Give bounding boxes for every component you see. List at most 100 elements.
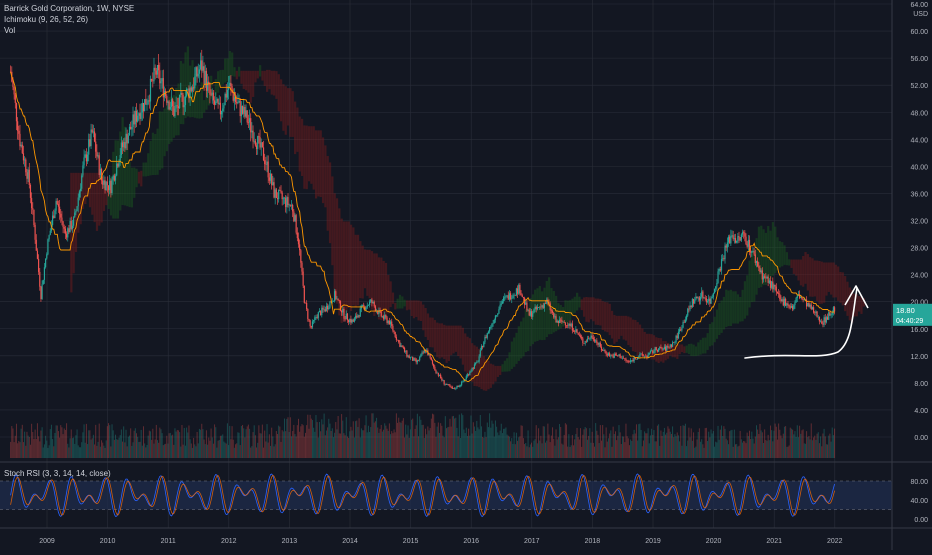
volume-bar	[620, 444, 622, 458]
ichimoku-cloud-segment	[690, 343, 693, 356]
candle-body	[77, 197, 79, 207]
candle-body	[593, 339, 596, 342]
candle-body	[243, 106, 245, 114]
volume-bar	[56, 425, 58, 458]
volume-bar	[716, 442, 718, 458]
candle-body	[318, 310, 321, 313]
annotation-arrowhead[interactable]	[844, 285, 869, 309]
candle-body	[395, 337, 397, 340]
volume-bar	[362, 430, 364, 458]
ichimoku-cloud-segment	[615, 315, 618, 342]
volume-bar	[138, 442, 140, 458]
ichimoku-cloud-segment	[387, 274, 390, 314]
candle-body	[807, 303, 809, 307]
volume-bar	[444, 416, 446, 458]
volume-bar	[588, 435, 590, 458]
volume-bar	[485, 437, 487, 458]
volume-bar	[260, 433, 262, 458]
ichimoku-cloud-segment	[424, 307, 427, 337]
candle-body	[645, 355, 647, 357]
volume-bar	[540, 435, 542, 458]
symbol-title[interactable]: Barrick Gold Corporation, 1W, NYSE	[4, 4, 135, 13]
candle-body	[483, 342, 485, 348]
volume-bar	[517, 440, 519, 458]
volume-legend[interactable]: Vol	[4, 26, 16, 35]
candle-body	[146, 104, 148, 105]
ichimoku-cloud-segment	[135, 168, 138, 188]
volume-bar	[249, 428, 251, 458]
volume-bar	[803, 443, 805, 458]
volume-bar	[416, 413, 418, 458]
volume-bar	[95, 424, 97, 458]
volume-bar	[637, 440, 639, 458]
volume-bar	[733, 429, 735, 458]
candle-body	[724, 245, 726, 260]
volume-bar	[597, 434, 599, 458]
volume-bar	[813, 437, 815, 458]
volume-bar	[59, 437, 61, 458]
candle-body	[822, 323, 824, 325]
ichimoku-legend[interactable]: Ichimoku (9, 26, 52, 26)	[4, 15, 89, 24]
candle-body	[540, 306, 542, 308]
volume-bar	[574, 439, 576, 458]
ichimoku-cloud-segment	[242, 70, 245, 89]
volume-bar	[335, 422, 337, 458]
volume-bar	[479, 414, 481, 458]
volume-bar	[655, 441, 657, 458]
candle-body	[683, 321, 685, 323]
volume-bar	[366, 432, 368, 458]
candle-body	[33, 209, 35, 226]
candle-body	[667, 345, 669, 347]
volume-bar	[18, 440, 20, 458]
volume-bar	[775, 426, 777, 458]
volume-bar	[211, 437, 213, 458]
candle-body	[794, 302, 796, 306]
volume-bar	[55, 425, 57, 458]
volume-bar	[222, 434, 224, 458]
volume-bar	[108, 423, 110, 458]
candle-body	[420, 354, 422, 358]
volume-bar	[598, 443, 600, 458]
ichimoku-baseline-line	[10, 71, 835, 383]
volume-bar	[261, 424, 263, 458]
stoch-rsi-legend[interactable]: Stoch RSI (3, 3, 14, 14, close)	[4, 469, 111, 478]
volume-bar	[599, 425, 601, 458]
volume-bar	[575, 434, 577, 458]
volume-bar	[399, 422, 401, 458]
time-tick-label: 2020	[706, 538, 722, 545]
candle-body	[599, 342, 601, 347]
volume-bar	[737, 446, 739, 458]
ichimoku-cloud-segment	[363, 249, 367, 289]
volume-bar	[593, 446, 595, 458]
candle-body	[468, 374, 470, 376]
ichimoku-cloud-segment	[81, 172, 85, 209]
volume-bar	[372, 413, 374, 458]
ichimoku-cloud-segment	[809, 257, 812, 297]
ichimoku-cloud-segment	[205, 88, 208, 110]
candle-body	[144, 99, 146, 112]
candle-body	[70, 220, 72, 230]
volume-bar	[623, 436, 625, 458]
candle-body	[711, 296, 713, 299]
volume-bar	[173, 444, 175, 458]
volume-bar	[646, 433, 648, 458]
stoch-rsi-d-line	[10, 474, 835, 516]
volume-bar	[370, 427, 372, 458]
volume-bar	[507, 435, 509, 458]
volume-bar	[662, 431, 664, 458]
volume-bar	[175, 431, 177, 458]
candle-body	[58, 206, 61, 214]
volume-bar	[71, 438, 73, 458]
candle-body	[480, 346, 483, 351]
ichimoku-cloud-segment	[673, 344, 677, 358]
candle-body	[718, 268, 720, 272]
volume-bar	[521, 425, 523, 458]
annotation-curve[interactable]	[744, 287, 858, 359]
candle-body	[715, 286, 717, 289]
volume-bar	[342, 420, 344, 458]
volume-bar	[327, 427, 329, 458]
candle-body	[786, 303, 788, 306]
candle-body	[502, 297, 505, 302]
